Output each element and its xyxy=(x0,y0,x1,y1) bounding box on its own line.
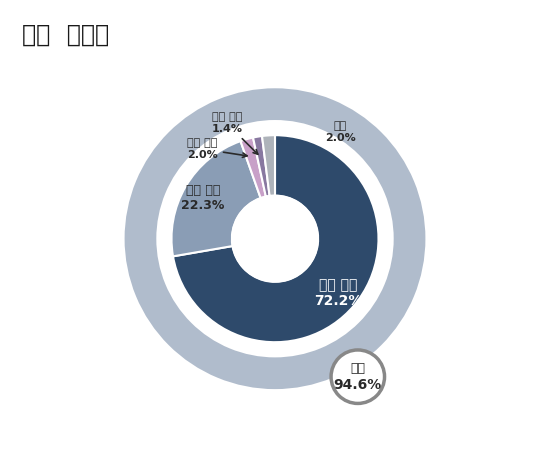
Wedge shape xyxy=(172,141,261,256)
Circle shape xyxy=(232,196,318,282)
Text: 94.6%: 94.6% xyxy=(334,378,382,392)
Wedge shape xyxy=(262,135,275,196)
Wedge shape xyxy=(123,87,427,391)
Text: 소극 긍정
22.3%: 소극 긍정 22.3% xyxy=(182,184,225,212)
Wedge shape xyxy=(173,135,378,342)
Circle shape xyxy=(331,350,384,404)
Text: 모름
2.0%: 모름 2.0% xyxy=(325,121,356,143)
Text: 적극 부정
1.4%: 적극 부정 1.4% xyxy=(211,112,258,154)
Wedge shape xyxy=(240,138,266,198)
Text: 적극 긍정
72.2%: 적극 긍정 72.2% xyxy=(314,278,362,308)
Text: 긍정: 긍정 xyxy=(350,362,365,375)
Text: 소극 부정
2.0%: 소극 부정 2.0% xyxy=(187,138,247,160)
Wedge shape xyxy=(253,136,270,197)
Text: 국정  지지도: 국정 지지도 xyxy=(22,23,109,46)
